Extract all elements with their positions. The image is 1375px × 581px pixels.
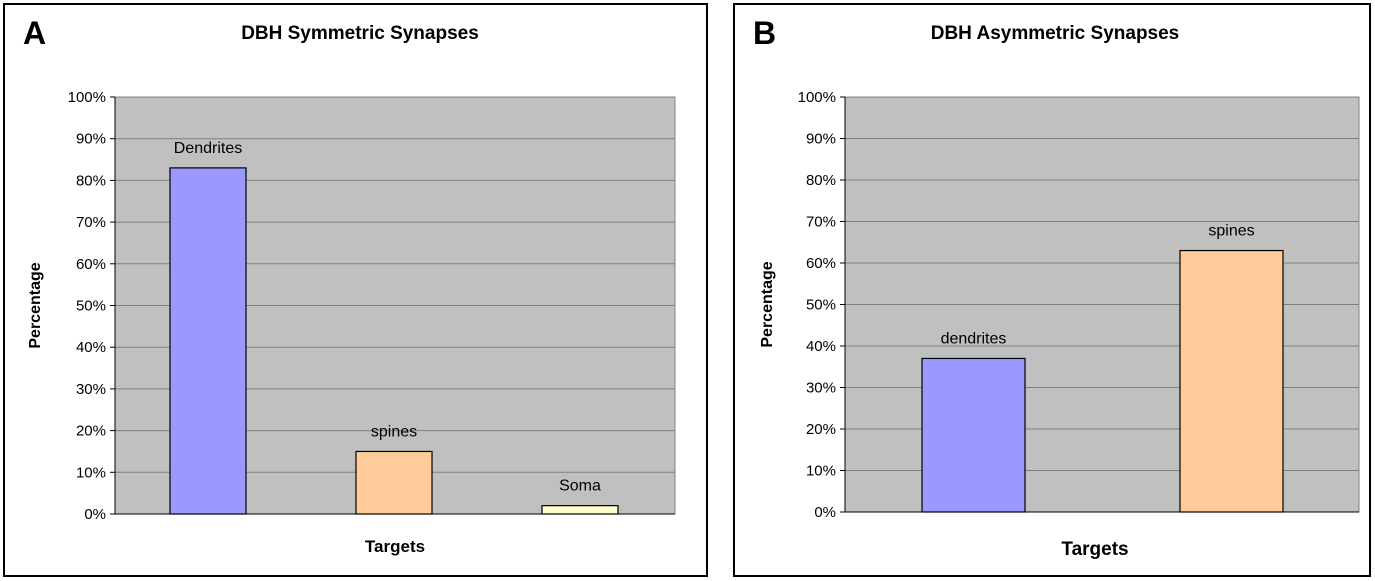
chart-b-ytick-label: 0% bbox=[814, 504, 836, 521]
chart-a-bar-spines bbox=[355, 450, 433, 515]
chart-a-data-label-dendrites: Dendrites bbox=[174, 140, 242, 157]
chart-a-ytick-label: 10% bbox=[76, 464, 106, 481]
chart-b-ytick-label: 30% bbox=[806, 380, 836, 397]
chart-b-title: DBH Asymmetric Synapses bbox=[931, 23, 1180, 44]
chart-a-ylabel: Percentage bbox=[27, 262, 44, 348]
chart-a-title: DBH Symmetric Synapses bbox=[241, 23, 479, 44]
chart-b-data-label-dendrites: dendrites bbox=[941, 330, 1007, 347]
chart-b-xlabel: Targets bbox=[1061, 539, 1128, 560]
chart-b-ytick-label: 40% bbox=[806, 338, 836, 355]
chart-a-bar-soma bbox=[541, 505, 619, 515]
chart-b-bar-spines bbox=[1179, 249, 1284, 513]
chart-a-ytick-label: 100% bbox=[68, 89, 106, 106]
chart-a-xlabel: Targets bbox=[365, 537, 425, 556]
chart-a-ytick-label: 20% bbox=[76, 423, 106, 440]
chart-b-ytick-label: 50% bbox=[806, 297, 836, 314]
chart-b-ytick-label: 100% bbox=[798, 89, 836, 106]
chart-panel-a: A DBH Symmetric Synapses 0% 10% 20% 30% 40% 50… bbox=[3, 3, 708, 577]
chart-b-ytick-label: 80% bbox=[806, 172, 836, 189]
chart-a-svg: DBH Symmetric Synapses 0% 10% 20% 30% 40% 50% 6… bbox=[27, 23, 676, 556]
chart-a-ytick-label: 30% bbox=[76, 381, 106, 398]
chart-b-data-label-spines: spines bbox=[1208, 223, 1254, 240]
chart-b-svg: DBH Asymmetric Synapses 0% 10% 20% 30% 40% 50%… bbox=[759, 23, 1360, 560]
chart-b-ytick-label: 10% bbox=[806, 463, 836, 480]
chart-b-ytick-label: 90% bbox=[806, 131, 836, 148]
chart-b-ytick-label: 60% bbox=[806, 255, 836, 272]
panel-letter-a: A bbox=[23, 15, 47, 51]
chart-a-ytick-label: 90% bbox=[76, 131, 106, 148]
chart-b-ytick-label: 70% bbox=[806, 214, 836, 231]
chart-a-ytick-label: 50% bbox=[76, 298, 106, 315]
chart-a-data-label-soma: Soma bbox=[559, 478, 601, 495]
chart-b-ylabel: Percentage bbox=[759, 261, 776, 347]
chart-a-ytick-label: 60% bbox=[76, 256, 106, 273]
chart-panel-b: B DBH Asymmetric Synapses 0% 10% 20% 30% 40% 5… bbox=[733, 3, 1371, 577]
chart-b-bar-dendrites bbox=[921, 357, 1026, 513]
chart-a-ytick-label: 40% bbox=[76, 339, 106, 356]
chart-a-data-label-spines: spines bbox=[371, 423, 417, 440]
chart-a-bar-dendrites bbox=[169, 167, 247, 515]
chart-a-ytick-label: 70% bbox=[76, 214, 106, 231]
chart-a-ytick-label: 80% bbox=[76, 172, 106, 189]
chart-b-ytick-label: 20% bbox=[806, 421, 836, 438]
panel-letter-b: B bbox=[753, 15, 777, 51]
chart-a-ytick-label: 0% bbox=[84, 506, 106, 523]
